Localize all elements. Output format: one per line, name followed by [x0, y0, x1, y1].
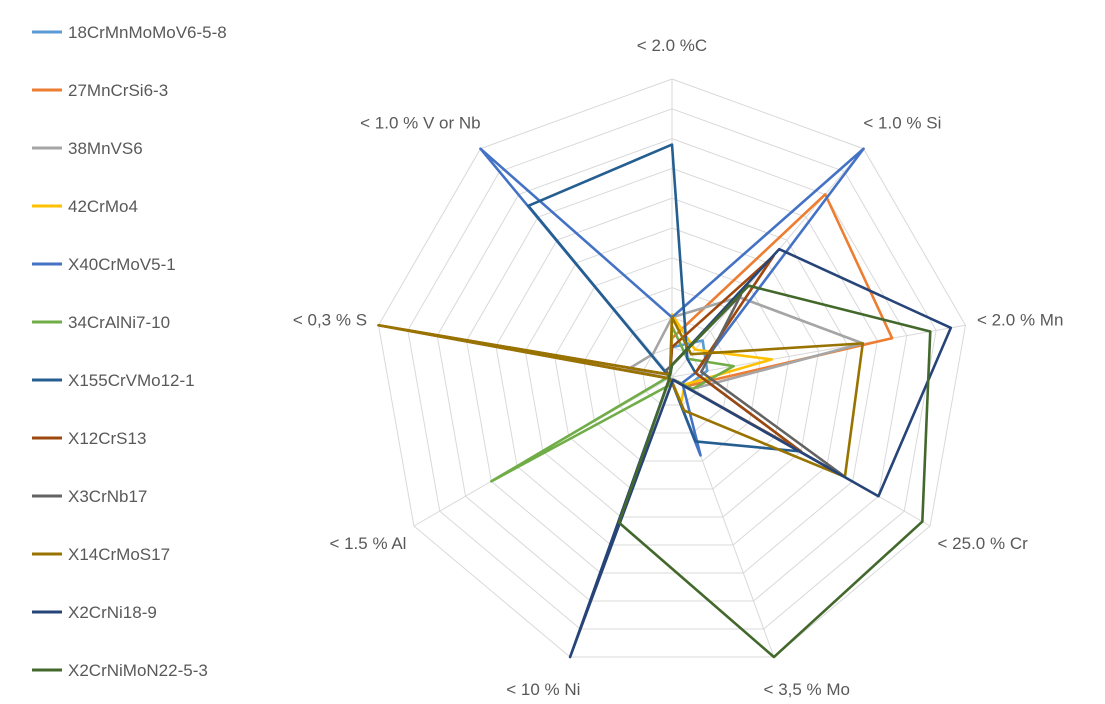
legend-entry: 42CrMo4 — [32, 197, 138, 216]
legend-entry: X14CrMoS17 — [32, 545, 170, 564]
legend-label: X12CrS13 — [68, 429, 146, 448]
legend-entry: 27MnCrSi6-3 — [32, 81, 168, 100]
legend-entry: 34CrAlNi7-10 — [32, 313, 170, 332]
axis-label: < 3,5 % Mo — [764, 680, 850, 699]
axis-label: < 1.0 % V or Nb — [360, 114, 480, 133]
legend-entry: 38MnVS6 — [32, 139, 143, 158]
grid-ring-2 — [612, 316, 732, 434]
axis-labels: < 2.0 %C < 1.0 % Si < 2.0 % Mn < 25.0 % Cr <… — [293, 36, 1064, 699]
axis-label: < 1.0 % Si — [863, 114, 941, 133]
axis-label: < 10 % Ni — [506, 680, 580, 699]
legend-label: X155CrVMo12-1 — [68, 371, 195, 390]
series-line-10 — [377, 316, 865, 479]
axis-label: < 2.0 %C — [637, 36, 707, 55]
grid-ring-4 — [554, 257, 790, 490]
legend-label: 18CrMnMoMoV6-5-8 — [68, 23, 227, 42]
legend-label: 38MnVS6 — [68, 139, 143, 158]
legend-label: X40CrMoV5-1 — [68, 255, 176, 274]
grid-ring-5 — [524, 227, 820, 518]
axis-spoke-3 — [671, 324, 966, 378]
grid-ring-10 — [378, 78, 966, 658]
legend-entry: X3CrNb17 — [32, 487, 147, 506]
legend-label: X3CrNb17 — [68, 487, 147, 506]
legend-label: X14CrMoS17 — [68, 545, 170, 564]
legend-label: 27MnCrSi6-3 — [68, 81, 168, 100]
series-line-12 — [617, 284, 932, 659]
axis-label: < 2.0 % Mn — [977, 310, 1063, 329]
legend-entry: X40CrMoV5-1 — [32, 255, 176, 274]
legend-entry: X155CrVMo12-1 — [32, 371, 195, 390]
axis-label: < 0,3 % S — [293, 310, 367, 329]
legend-entry: X2CrNiMoN22-5-3 — [32, 661, 208, 680]
legend: 18CrMnMoMoV6-5-8 27MnCrSi6-3 38MnVS6 42CrMo… — [32, 23, 227, 680]
grid-ring-3 — [583, 287, 761, 462]
axis-label: < 25.0 % Cr — [938, 534, 1029, 553]
legend-label: 34CrAlNi7-10 — [68, 313, 170, 332]
legend-label: X2CrNiMoN22-5-3 — [68, 661, 208, 680]
legend-entry: X12CrS13 — [32, 429, 146, 448]
legend-label: 42CrMo4 — [68, 197, 138, 216]
axis-label: < 1.5 % Al — [329, 534, 406, 553]
grid-ring-6 — [495, 197, 849, 546]
grid-ring-1 — [642, 346, 702, 406]
grid-ring-9 — [407, 108, 937, 630]
grid-ring-8 — [436, 138, 908, 602]
legend-entry: 18CrMnMoMoV6-5-8 — [32, 23, 227, 42]
legend-label: X2CrNi18-9 — [68, 603, 157, 622]
series-lines — [377, 143, 953, 659]
legend-entry: X2CrNi18-9 — [32, 603, 157, 622]
